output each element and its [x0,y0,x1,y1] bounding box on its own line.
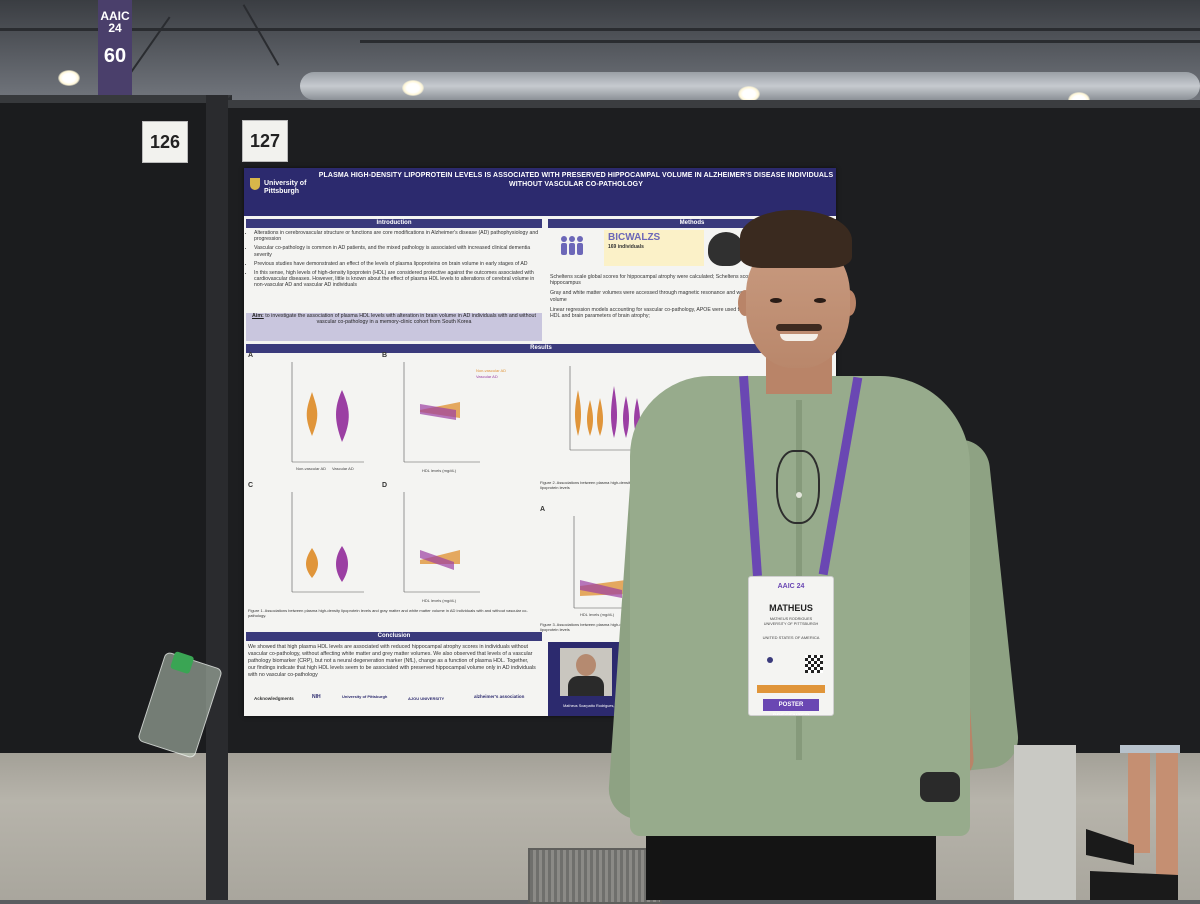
badge-event: AAIC 24 [777,583,805,590]
cohort-name: BICWALZS [608,232,661,243]
alz-association-logo: alzheimer's association [474,694,525,699]
banner-line1: AAIC 24 [100,9,130,35]
banner-line2: 60 [103,45,127,67]
legend-vascular: Vascular AD [476,374,498,379]
ajou-logo: AJOU UNIVERSITY [408,696,445,701]
section-conclusion: Conclusion [246,632,542,641]
badge-name: MATHEUS [769,603,813,613]
badge-stripe [757,685,825,693]
event-banner: AAIC 24 60 [98,0,132,96]
figure1-caption: Figure 1. Associations between plasma hi… [248,608,528,618]
intro-bullet: Alterations in cerebrovascular structure… [254,230,540,242]
acknowledgments-label: Acknowledgments [254,696,294,701]
poster-header: University of Pittsburgh PLASMA HIGH-DEN… [244,168,836,216]
results-figures [291,362,644,609]
presenter-photo [560,648,612,696]
poster-title: PLASMA HIGH-DENSITY LIPOPROTEIN LEVELS I… [318,172,834,188]
violin-plot-c [291,492,364,593]
wristwatch [920,772,960,802]
eye [814,298,826,303]
group-label: Vascular AD [332,466,354,471]
legend-non-vascular: Non-vascular AD [476,368,507,373]
pitt-logo: University of Pittsburgh [342,694,388,699]
group-label: Non-vascular AD [296,466,327,471]
name-badge: AAIC 24 MATHEUS MATHEUS RODRIGUES UNIVER… [748,576,834,716]
methods-bullet: Gray and white matter volumes were acces… [550,290,816,303]
people-icon [561,236,583,255]
x-axis-label-d: HDL levels (mg/dL) [422,598,457,603]
methods-area: BICWALZS 169 individuals Scheltens scale… [548,224,836,350]
section-results: Results [246,344,836,353]
cohort-count: 169 individuals [608,244,644,250]
introduction-text: Alterations in cerebrovascular structure… [246,230,540,292]
methods-bullet: Scheltens scale global scores for hippoc… [550,274,806,287]
board-number-126: 126 [142,121,188,163]
badge-org: UNIVERSITY OF PITTSBURGH [763,622,819,626]
figure2-caption: Figure 2. Associations between plasma hi… [540,480,633,490]
university-logo: University of Pittsburgh [264,180,307,195]
section-introduction: Introduction [246,219,542,228]
mustache [776,324,822,331]
scatter-plot-b [403,362,480,463]
board-pole [206,95,228,900]
badge-dot-icon [767,657,773,663]
scatter-plot-d [403,492,480,593]
background-people [1014,745,1180,900]
qr-code-icon [805,655,823,673]
section-methods: Methods [548,219,836,228]
badge-details: MATHEUS RODRIGUES UNIVERSITY OF PITTSBUR… [749,617,833,627]
brain-scan-image [708,232,744,266]
badge-role: POSTER PRESENTER [763,699,819,715]
ceiling-light [58,70,80,86]
panel-letter-d: D [382,482,388,489]
aim-text: to investigate the association of plasma… [265,313,536,326]
cohort-box: BICWALZS 169 individuals [604,230,704,266]
presenter-name: Matheus Scarpatto Rodrigues, PhD [563,704,623,708]
badge-country: UNITED STATES OF AMERICA [762,635,820,640]
conclusion-text: We showed that high plasma HDL levels ar… [248,644,536,678]
results-area: A B C D A [244,350,836,632]
panel-letter-b: B [382,352,388,359]
x-axis-label-b: HDL levels (mg/dL) [422,468,457,473]
sunglasses-icon [776,450,820,524]
methods-text: Scheltens scale global scores for hippoc… [550,274,830,319]
board-number-127: 127 [242,120,288,162]
hair [740,210,852,268]
intro-bullet: Vascular co-pathology is common in AD pa… [254,245,540,257]
acknowledgments-row: Acknowledgments NIH University of Pittsb… [248,688,548,710]
aim-label: Aim: [252,313,264,319]
intro-bullet: Previous studies have demonstrated an ef… [254,261,540,267]
badge-surname: MATHEUS RODRIGUES [769,617,813,621]
ceiling-light [738,86,760,102]
panel-letter-a: A [248,352,254,359]
panel-letter-c: C [248,482,254,489]
x-axis-label-fig3: HDL levels (mg/dL) [580,612,615,617]
panel-letter-fig3: A [540,506,546,513]
nih-logo: NIH [312,694,321,700]
aim-box: Aim: to investigate the association of p… [246,313,542,341]
violin-plot-a [291,362,364,463]
poster-board-126: 126 [0,95,232,753]
intro-bullet: In this sense, high levels of high-densi… [254,270,540,289]
presenter-person [590,200,1022,900]
figure3-caption: Figure 3. Associations between plasma hi… [540,622,633,632]
ceiling-light [402,80,424,96]
university-crest-icon [250,178,260,190]
methods-bullet: Linear regression models accounting for … [550,306,828,320]
scatter-plot-fig3 [573,516,632,609]
smile [780,334,818,341]
eye [770,298,782,303]
